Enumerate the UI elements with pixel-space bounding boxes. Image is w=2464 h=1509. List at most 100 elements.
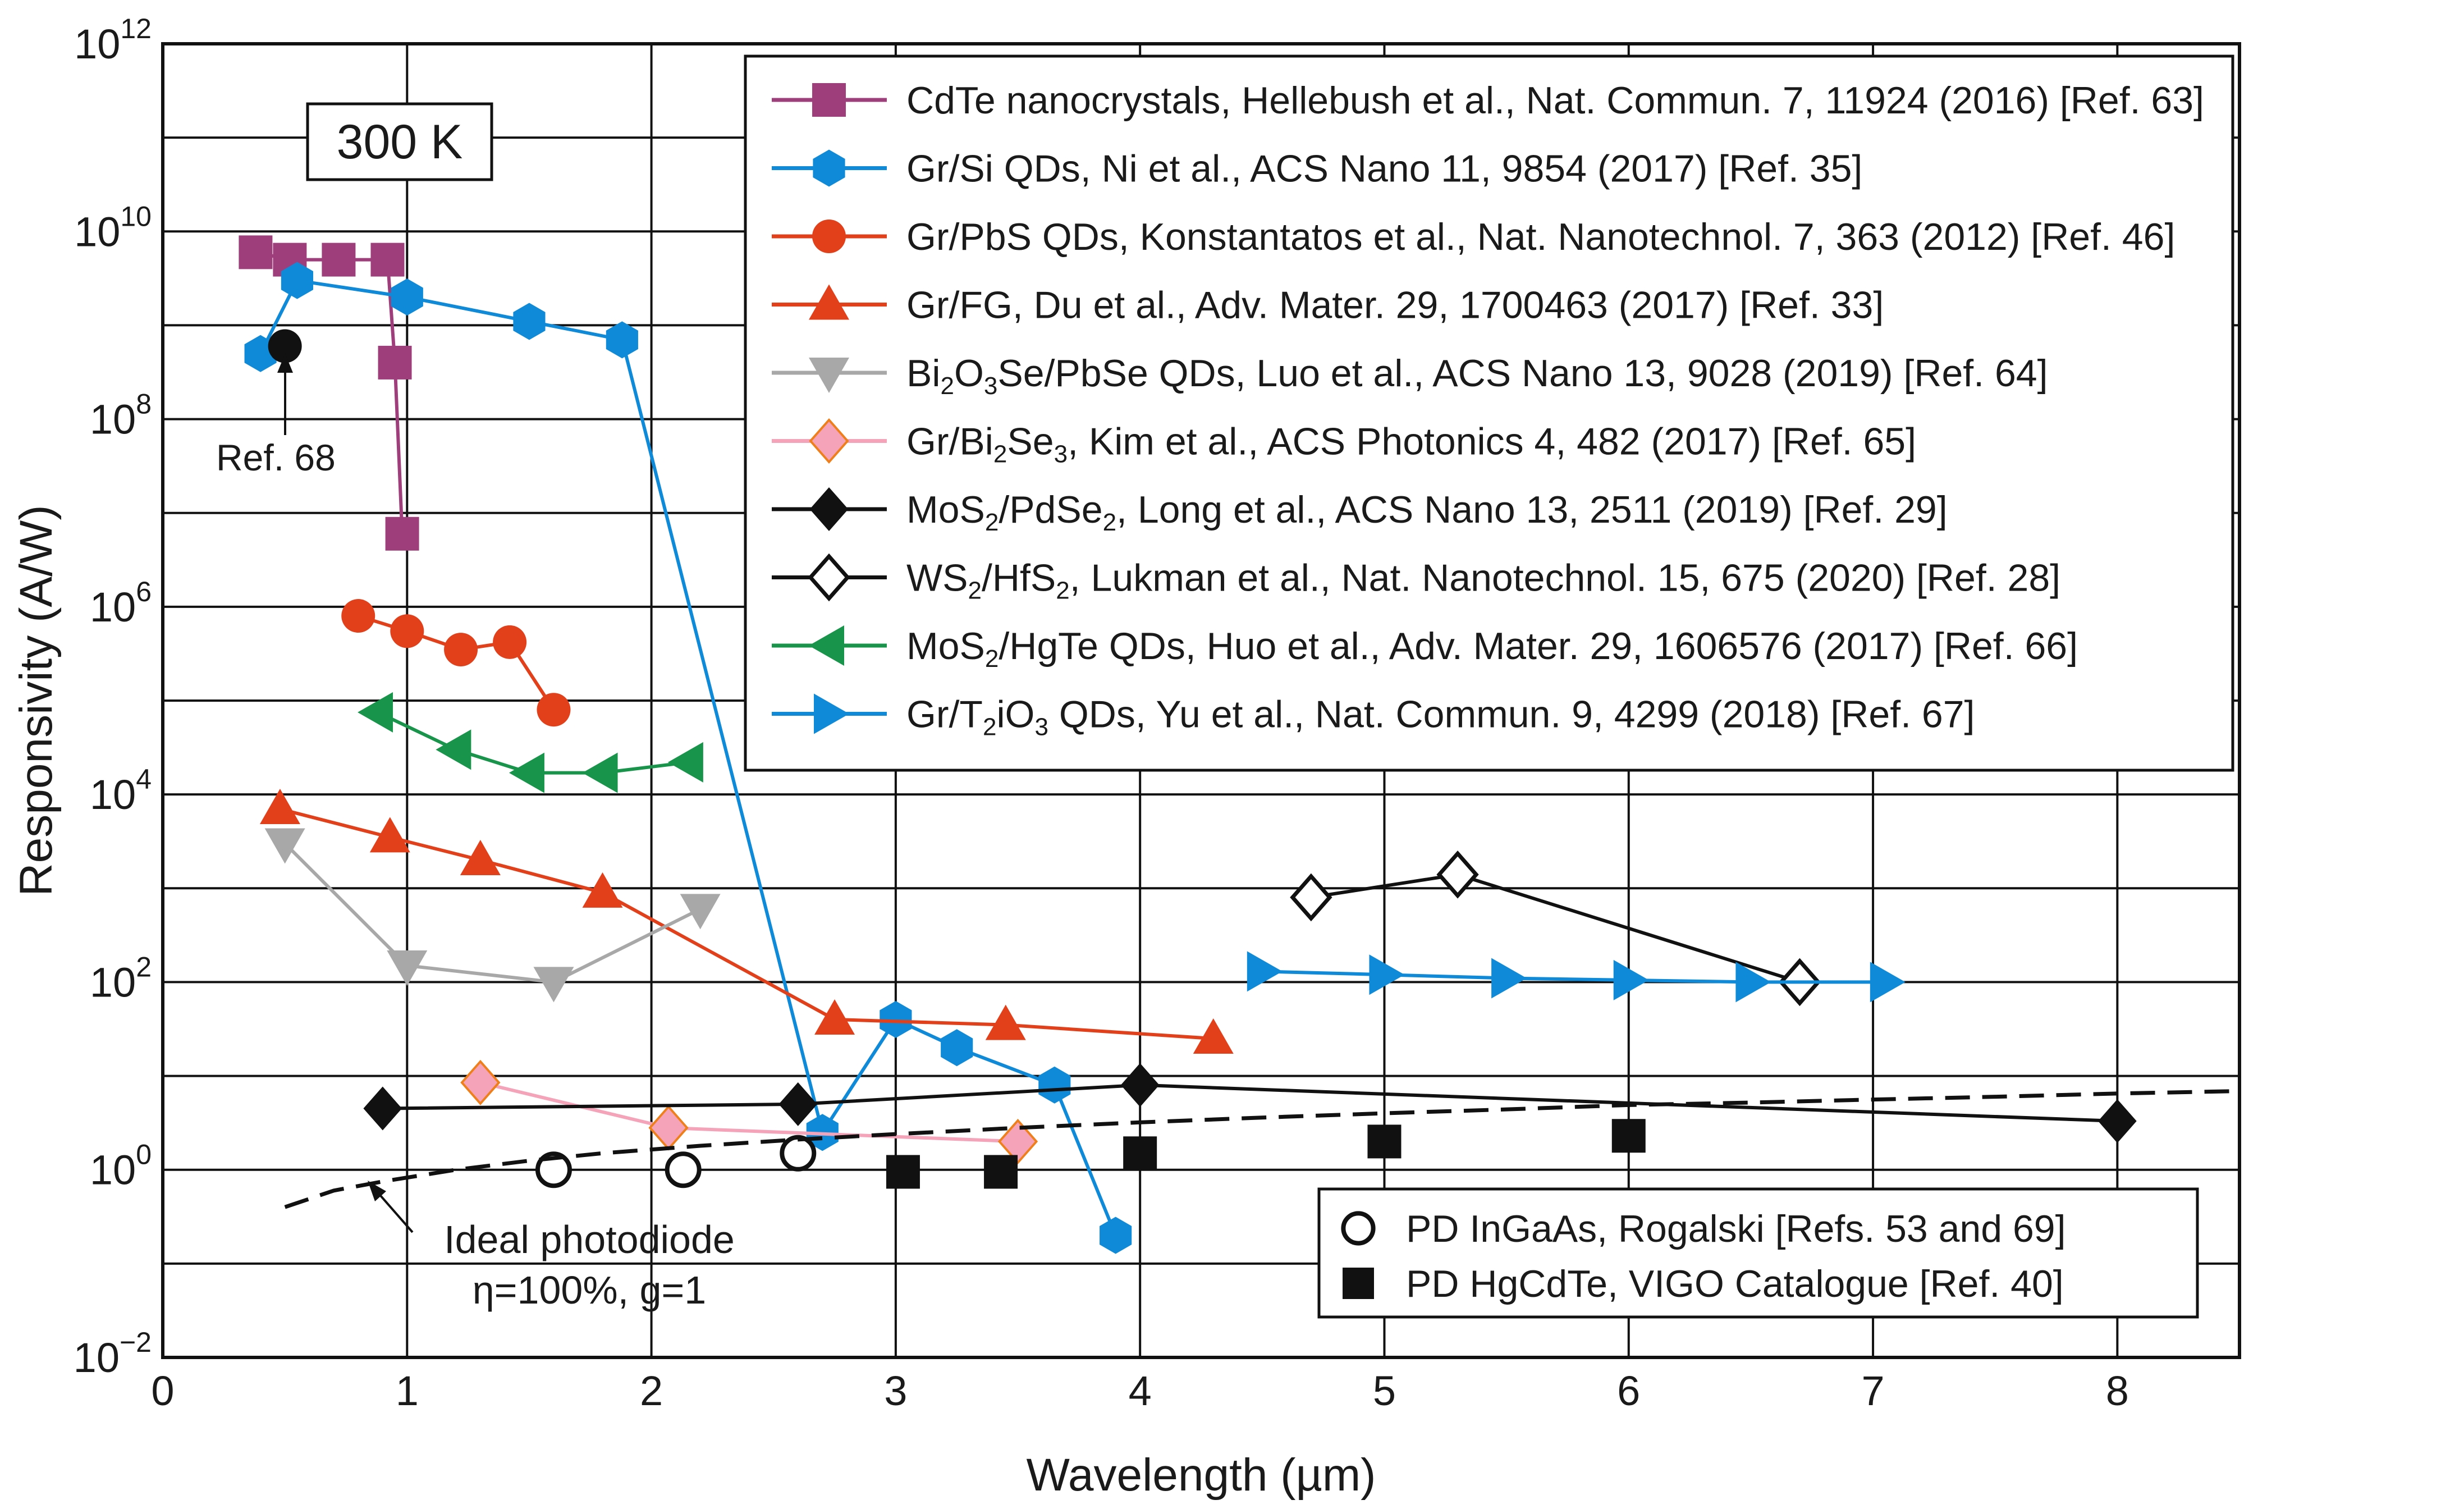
pd-legend: PD InGaAs, Rogalski [Refs. 53 and 69] PD … — [1317, 1187, 2199, 1319]
y-tick-label: 10−2 — [74, 1327, 152, 1381]
data-point — [436, 729, 471, 770]
legend-label: Gr/Bi2Se3, Kim et al., ACS Photonics 4, … — [906, 420, 1916, 468]
ideal-arrowhead — [368, 1181, 386, 1201]
data-point — [809, 358, 849, 393]
data-point — [814, 999, 855, 1035]
y-tick-label: 1010 — [74, 200, 152, 255]
data-point — [385, 516, 419, 551]
data-point — [1123, 1136, 1157, 1170]
data-point — [268, 329, 302, 363]
data-point — [444, 633, 478, 667]
x-tick-label: 8 — [2106, 1368, 2129, 1414]
y-tick-label: 106 — [90, 576, 152, 630]
data-point — [809, 284, 849, 320]
data-point — [460, 839, 501, 875]
y-tick-label: 1012 — [74, 13, 152, 67]
data-point — [1613, 959, 1649, 1000]
ref68-label: Ref. 68 — [216, 437, 336, 478]
series-gr-bi2se3 — [460, 1059, 1038, 1164]
data-point — [667, 742, 703, 783]
ideal-photodiode-params: η=100%, g=1 — [473, 1268, 706, 1312]
x-tick-label: 1 — [396, 1368, 419, 1414]
data-point — [1120, 1063, 1160, 1107]
data-point — [369, 817, 410, 853]
data-point — [648, 1105, 689, 1151]
legend-label: CdTe nanocrystals, Hellebush et al., Nat… — [906, 79, 2204, 122]
data-point — [1341, 1211, 1376, 1246]
data-point — [886, 1155, 920, 1189]
pd-legend-frame — [1317, 1187, 2199, 1319]
x-tick-label: 6 — [1617, 1368, 1640, 1414]
data-point — [493, 625, 527, 659]
y-tick-labels: 1012 1010 108 106 104 102 100 10−2 — [74, 13, 152, 1381]
ideal-photodiode-label: Ideal photodiode — [444, 1218, 735, 1261]
data-point — [370, 243, 405, 277]
data-point — [281, 262, 313, 299]
series-ideal-photodiode — [284, 1089, 2240, 1209]
temperature-box: 300 K — [306, 102, 493, 181]
ideal-photodiode-annotation: Ideal photodiode η=100%, g=1 — [368, 1181, 735, 1312]
series-gr-t2io3-qds — [1247, 951, 1906, 1003]
series-line — [480, 1081, 1018, 1144]
data-point — [390, 614, 424, 648]
data-point — [1290, 873, 1332, 922]
data-point — [1247, 951, 1283, 992]
series-line — [1262, 970, 1885, 984]
series-ws2-hfs2 — [1290, 850, 1821, 1007]
data-point — [1343, 1268, 1374, 1299]
series-gr-fg — [259, 789, 1234, 1054]
temperature-box-frame — [306, 102, 493, 181]
data-point — [984, 1155, 1018, 1189]
series-mos2-hgte-qds — [358, 692, 703, 793]
ref68-arrowhead — [277, 354, 293, 373]
data-point — [809, 487, 849, 532]
series-pd-hgcdte — [886, 1119, 1646, 1189]
data-point — [778, 1082, 818, 1126]
series-line — [280, 807, 1213, 1041]
data-point — [391, 278, 423, 316]
data-point — [460, 1059, 501, 1105]
data-point — [1491, 958, 1527, 999]
data-point — [812, 83, 846, 117]
data-point — [358, 692, 393, 733]
data-point — [665, 1151, 702, 1188]
y-axis-label: Responsivity (A/W) — [11, 505, 62, 896]
x-axis-label: Wavelength (µm) — [1027, 1449, 1376, 1501]
data-point — [535, 1151, 572, 1188]
data-point — [813, 149, 845, 187]
data-point — [941, 1029, 973, 1067]
series-pd-ingaas — [535, 1135, 817, 1188]
data-point — [2098, 1099, 2137, 1144]
legend-label: WS2/HfS2, Lukman et al., Nat. Nanotechno… — [906, 557, 2060, 605]
legend-label: Gr/T2iO3 QDs, Yu et al., Nat. Commun. 9,… — [906, 693, 1975, 741]
x-tick-label: 5 — [1373, 1368, 1396, 1414]
legend-label: Gr/FG, Du et al., Adv. Mater. 29, 170046… — [906, 284, 1884, 327]
data-point — [812, 220, 846, 253]
series-bi2o3se-pbse-qds — [264, 828, 721, 1003]
series-ref-68 — [268, 329, 302, 363]
data-point — [1870, 962, 1906, 1003]
data-point — [239, 235, 273, 269]
plot-frame — [161, 42, 2241, 1359]
data-point — [341, 599, 375, 633]
temperature-label: 300 K — [337, 115, 463, 169]
data-point — [1038, 1066, 1071, 1104]
pd-legend-label: PD HgCdTe, VIGO Catalogue [Ref. 40] — [1406, 1263, 2064, 1305]
data-point — [1369, 954, 1405, 995]
series-line — [283, 842, 701, 984]
data-point — [582, 872, 623, 908]
data-point — [1100, 1217, 1132, 1254]
data-point — [814, 693, 849, 734]
legend-label: Bi2O3Se/PbSe QDs, Luo et al., ACS Nano 1… — [906, 352, 2048, 400]
legend-label: MoS2/PdSe2, Long et al., ACS Nano 13, 25… — [906, 488, 1948, 536]
data-point — [880, 1000, 912, 1038]
series-cdte-nanocrystals — [239, 235, 419, 551]
data-point — [513, 303, 546, 340]
data-point — [606, 321, 638, 359]
data-point — [997, 1118, 1038, 1164]
data-point — [1735, 962, 1771, 1003]
y-tick-label: 100 — [90, 1139, 152, 1194]
data-point — [1436, 850, 1479, 899]
data-point — [322, 243, 356, 277]
